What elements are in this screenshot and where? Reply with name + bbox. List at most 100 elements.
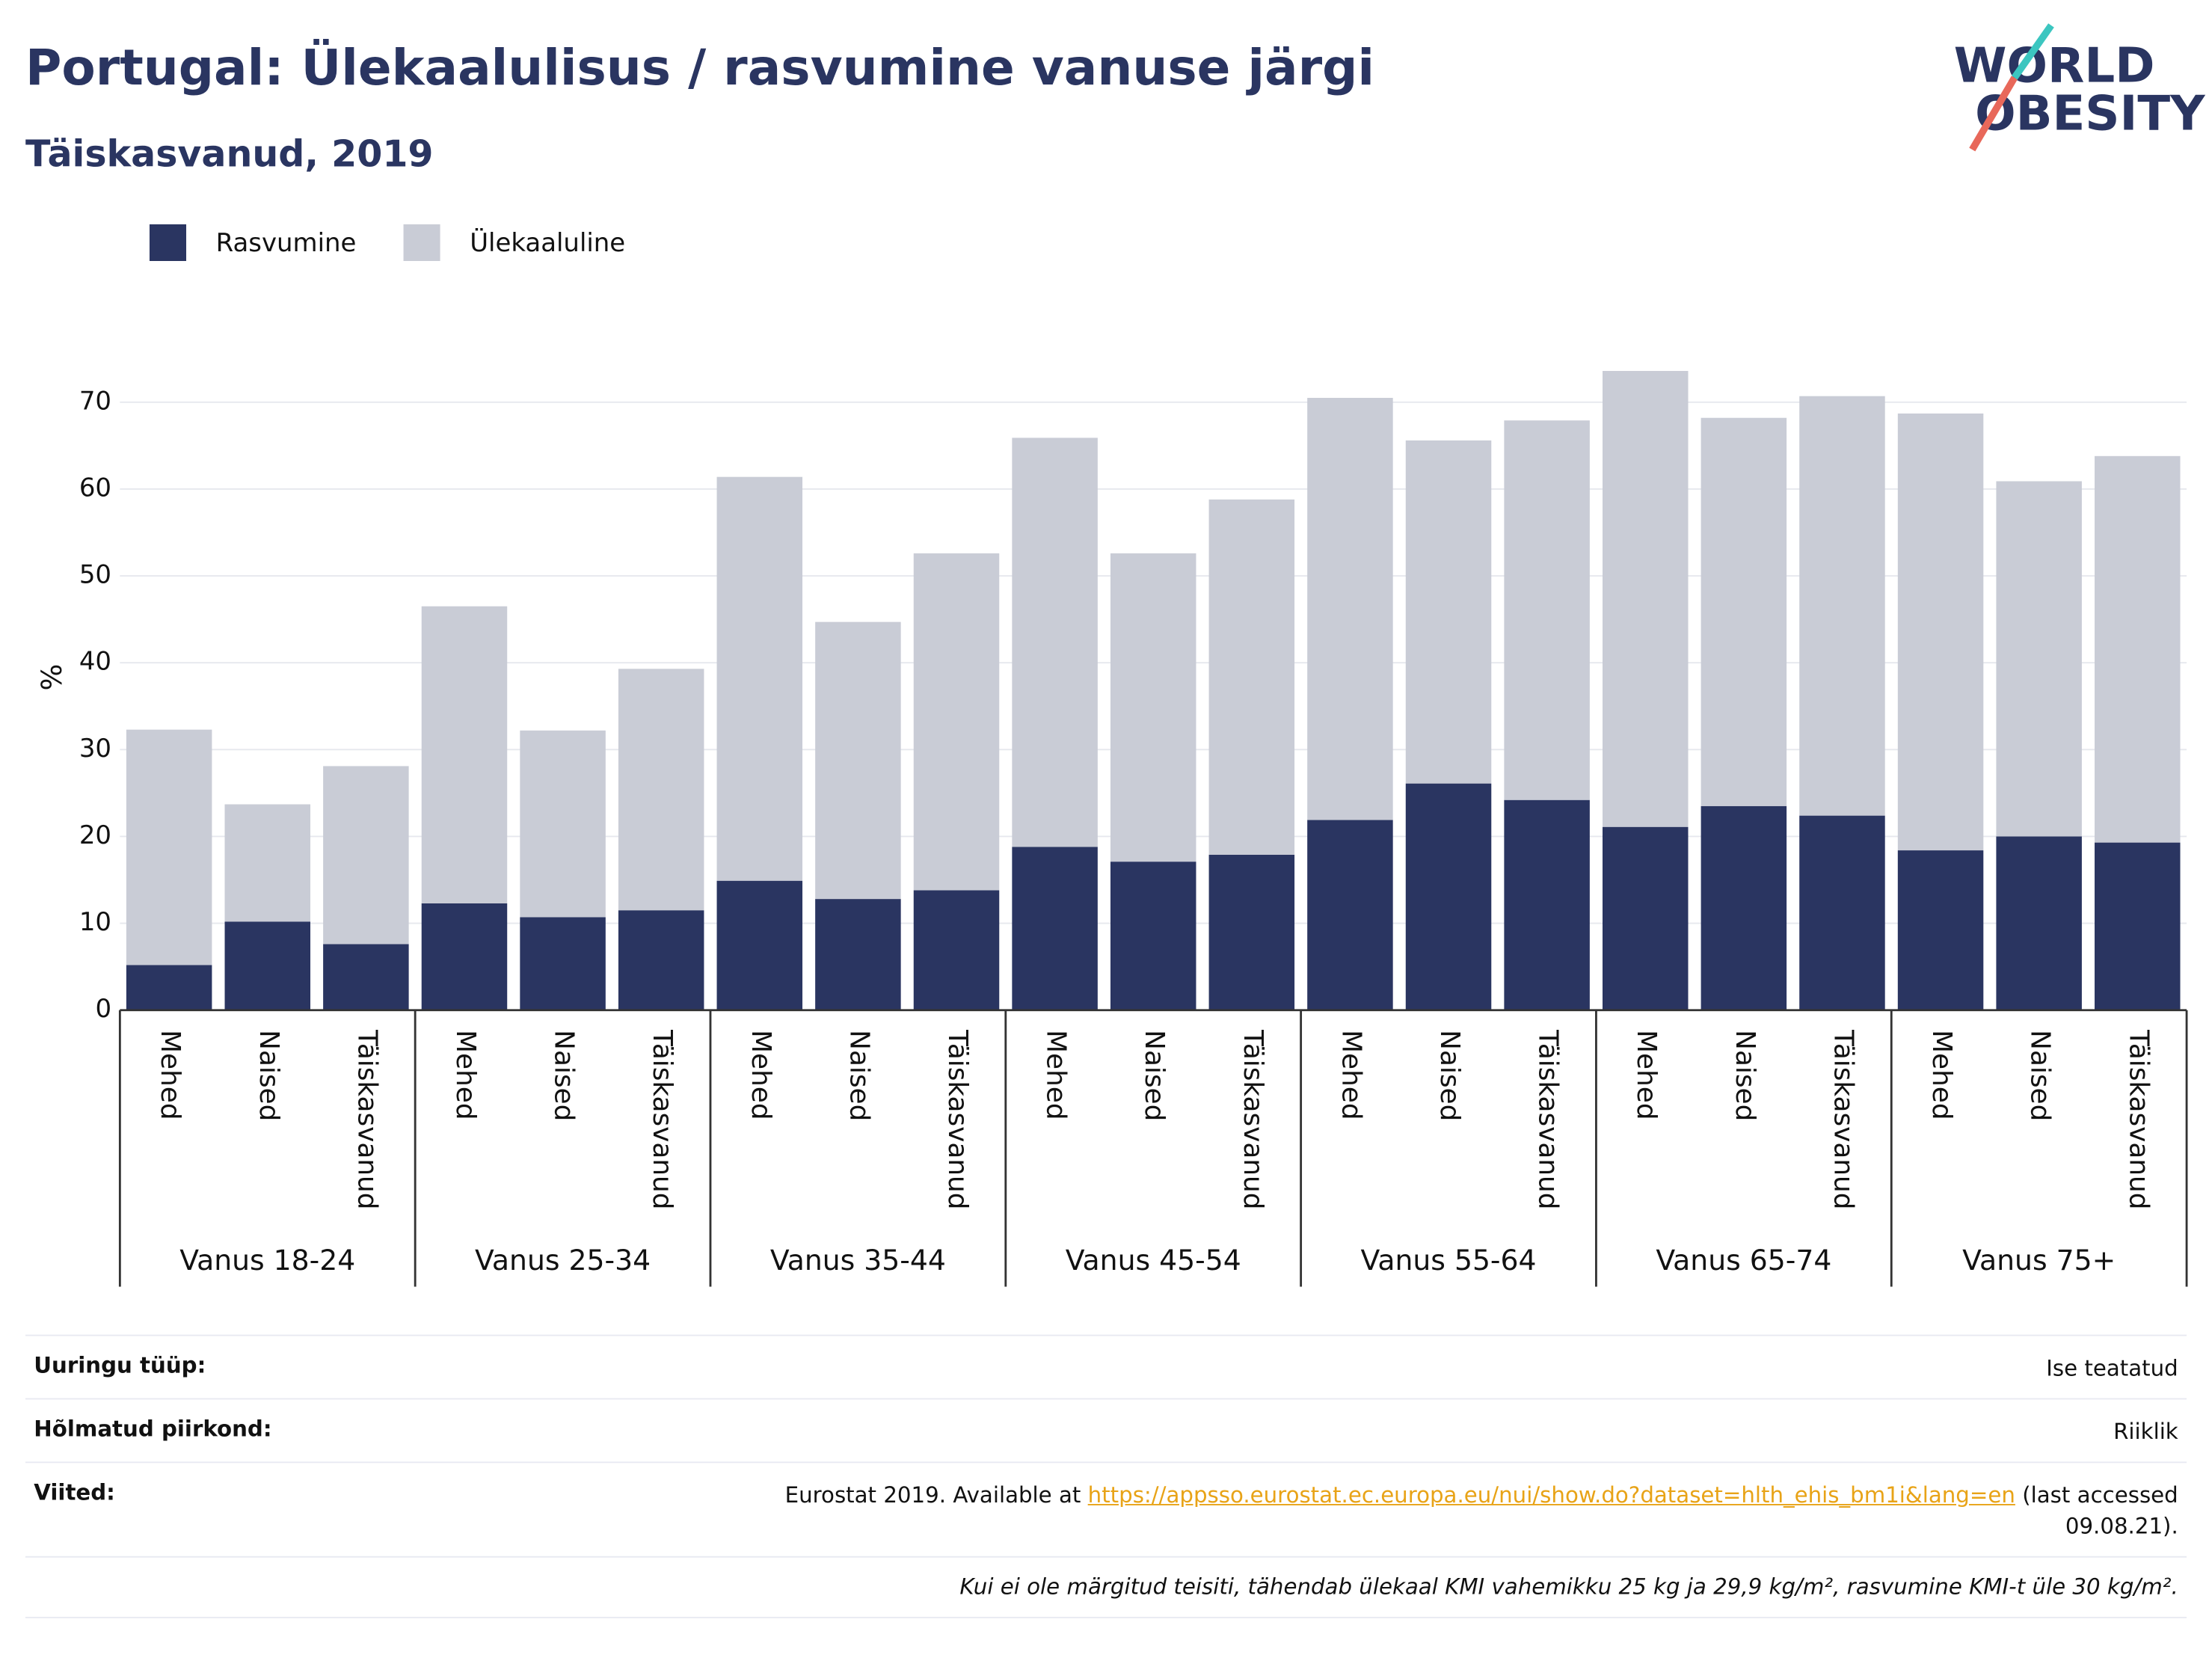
bar-segment xyxy=(323,944,409,1010)
bar-segment xyxy=(224,921,311,1010)
x-tick-label: Täiskasvanud xyxy=(942,1029,973,1209)
bar-segment xyxy=(1701,417,1787,806)
ref-prefix: Eurostat 2019. Available at xyxy=(784,1482,1081,1508)
bar-segment xyxy=(716,476,803,881)
group-label: Vanus 55-64 xyxy=(1361,1244,1537,1277)
y-tick-label: 0 xyxy=(95,994,111,1024)
ref-suffix: (last accessed 09.08.21). xyxy=(2022,1482,2178,1540)
x-tick-label: Mehed xyxy=(1336,1030,1366,1120)
y-tick-label: 50 xyxy=(79,560,111,590)
bar-segment xyxy=(716,880,803,1010)
x-tick-label: Täiskasvanud xyxy=(351,1029,382,1209)
bar-segment xyxy=(1602,826,1689,1010)
bar-segment xyxy=(1701,805,1787,1010)
footer-value: Riiklik xyxy=(2113,1419,2178,1445)
footer: Uuringu tüüp: Ise teatatud Hõlmatud piirko… xyxy=(25,1334,2187,1618)
footer-value: Ise teatatud xyxy=(2046,1355,2178,1381)
x-tick-label: Naised xyxy=(1434,1030,1465,1121)
bar-segment xyxy=(815,899,901,1010)
bar-segment xyxy=(1110,862,1196,1010)
bar-segment xyxy=(1012,437,1098,847)
chart: Portugal: Ülekaalulisus / rasvumine vanu… xyxy=(25,23,2206,1287)
bar-segment xyxy=(1799,815,1885,1010)
x-tick-label: Täiskasvanud xyxy=(1828,1029,1858,1209)
bar-segment xyxy=(1405,783,1492,1010)
y-tick-label: 30 xyxy=(79,734,111,764)
logo-text: OBESITY xyxy=(1975,86,2206,142)
bar-segment xyxy=(1208,499,1295,855)
footer-note: Kui ei ole märgitud teisiti, tähendab ül… xyxy=(25,1556,2187,1618)
bar-segment xyxy=(224,804,311,922)
logo-slash xyxy=(2012,23,2054,80)
x-tick-label: Mehed xyxy=(155,1030,185,1120)
group-label: Vanus 45-54 xyxy=(1066,1244,1241,1277)
group-label: Vanus 25-34 xyxy=(475,1244,651,1277)
x-tick-label: Mehed xyxy=(1631,1030,1662,1120)
x-tick-label: Mehed xyxy=(1926,1030,1957,1120)
bar-segment xyxy=(1897,413,1984,851)
bar-segment xyxy=(1405,440,1492,784)
bar-segment xyxy=(1504,799,1590,1010)
group-label: Vanus 35-44 xyxy=(770,1244,946,1277)
footer-row: Viited: Eurostat 2019. Available at https… xyxy=(25,1461,2187,1556)
bar-segment xyxy=(1307,820,1393,1010)
x-tick-label: Naised xyxy=(1730,1030,1760,1121)
bar-segment xyxy=(1307,398,1393,820)
chart-title: Portugal: Ülekaalulisus / rasvumine vanu… xyxy=(25,39,1374,96)
y-axis-label: % xyxy=(35,664,68,691)
bar-segment xyxy=(1897,850,1984,1010)
bar-segment xyxy=(520,730,606,918)
y-tick-label: 60 xyxy=(79,473,111,503)
footer-label: Viited: xyxy=(34,1479,115,1505)
x-tick-label: Naised xyxy=(549,1030,580,1121)
footer-label: Uuringu tüüp: xyxy=(34,1353,206,1379)
x-tick-label: Naised xyxy=(2025,1030,2056,1121)
group-label: Vanus 75+ xyxy=(1962,1244,2116,1277)
bar-segment xyxy=(913,553,1000,891)
chart-subtitle: Täiskasvanud, 2019 xyxy=(25,132,434,176)
bar-segment xyxy=(520,917,606,1010)
x-tick-label: Naised xyxy=(254,1030,284,1121)
logo-text: WORLD xyxy=(1954,37,2155,93)
bar-segment xyxy=(1996,836,2082,1010)
x-tick-label: Täiskasvanud xyxy=(1533,1029,1564,1209)
footer-label: Hõlmatud piirkond: xyxy=(34,1416,272,1443)
x-tick-label: Naised xyxy=(844,1030,874,1121)
x-tick-label: Täiskasvanud xyxy=(647,1029,678,1209)
group-label: Vanus 65-74 xyxy=(1656,1244,1831,1277)
bar-segment xyxy=(2095,842,2181,1010)
bar-segment xyxy=(618,669,704,911)
bar-segment xyxy=(323,766,409,945)
x-tick-label: Täiskasvanud xyxy=(2123,1029,2154,1209)
bar-segment xyxy=(1110,553,1196,862)
bar-segment xyxy=(1504,420,1590,800)
bar-segment xyxy=(1208,854,1295,1010)
logo-slash xyxy=(1969,76,2018,152)
bar-segment xyxy=(126,729,212,965)
x-tick-label: Mehed xyxy=(1041,1030,1072,1120)
footer-row: Uuringu tüüp: Ise teatatud xyxy=(25,1334,2187,1398)
bar-segment xyxy=(2095,455,2181,843)
bar-segment xyxy=(421,903,508,1010)
bar-segment xyxy=(421,606,508,903)
bar-segment xyxy=(913,890,1000,1010)
legend-swatch xyxy=(149,224,187,262)
bar-segment xyxy=(1602,371,1689,827)
x-tick-label: Naised xyxy=(1139,1030,1170,1121)
x-tick-label: Täiskasvanud xyxy=(1238,1029,1268,1209)
bar-segment xyxy=(126,965,212,1010)
y-tick-label: 70 xyxy=(79,386,111,416)
bar-segment xyxy=(1012,847,1098,1010)
bar-segment xyxy=(815,621,901,900)
bar-segment xyxy=(1799,396,1885,816)
x-tick-label: Mehed xyxy=(746,1030,776,1120)
x-tick-label: Mehed xyxy=(450,1030,481,1120)
footer-value: Eurostat 2019. Available at https://apps… xyxy=(669,1480,2178,1542)
y-tick-label: 40 xyxy=(79,647,111,677)
group-label: Vanus 18-24 xyxy=(179,1244,355,1277)
ref-link[interactable]: https://appsso.eurostat.ec.europa.eu/nui… xyxy=(1087,1482,2015,1508)
bar-segment xyxy=(1996,481,2082,837)
legend-label: Rasvumine xyxy=(216,228,357,258)
legend-swatch xyxy=(403,224,440,262)
